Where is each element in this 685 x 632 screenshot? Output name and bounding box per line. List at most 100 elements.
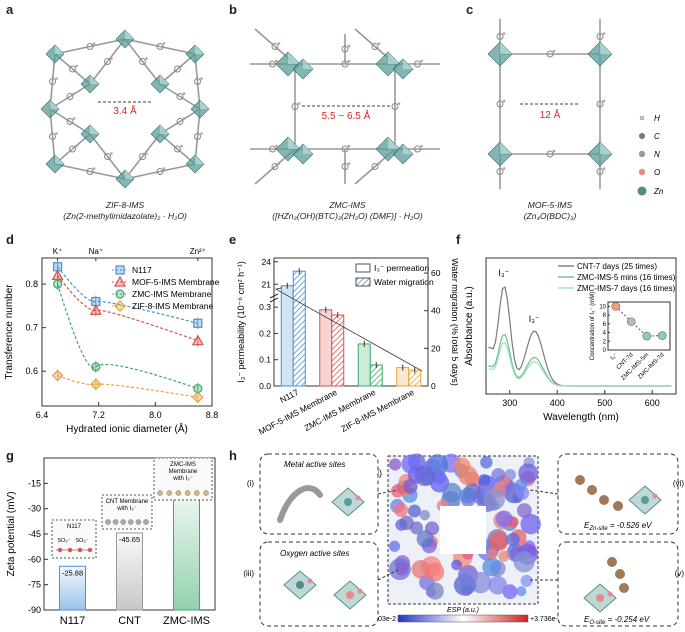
oxygen-atom [347, 162, 351, 165]
zn-polyhedron-facet [125, 170, 134, 179]
ion-label: Zn²⁺ [190, 247, 206, 256]
zn-polyhedron-facet [500, 42, 512, 54]
esp-surface-blob [425, 562, 445, 582]
esp-colorbar [397, 614, 529, 623]
linker-ring [371, 43, 379, 50]
zn-polyhedron-facet [500, 142, 512, 154]
zn-site-energy: EZn-site = -0.526 eV [584, 521, 652, 532]
organic-linker [89, 133, 126, 180]
esp-surface-blob [491, 468, 506, 482]
bar-permeation [280, 285, 294, 387]
legend-h: H [654, 114, 660, 123]
series-line [57, 374, 198, 398]
linker-ring [546, 150, 554, 158]
x-axis-label: Hydrated ionic diameter (Å) [66, 422, 188, 435]
oxygen-atom [357, 588, 363, 594]
esp-surface-blob [388, 540, 401, 552]
label-v: (v) [675, 569, 685, 578]
x-category-label: ZMC-IMS [163, 615, 210, 627]
linker-ring [291, 103, 299, 110]
plot-frame [485, 257, 677, 395]
oxygen-atom [502, 99, 506, 103]
y-tick-label: 0.0 [259, 381, 271, 391]
chart-g-zeta: -15 -30 -45 -60 -75 -90 Zeta potential (mV) -25… [6, 457, 216, 627]
data-point [51, 369, 64, 382]
esp-surface-blob [516, 586, 527, 597]
box-o-site [557, 541, 679, 627]
linker-ring [104, 153, 111, 160]
iodine-atom [619, 583, 629, 593]
zn-polyhedron-facet [160, 75, 169, 84]
oxygen-atom [420, 59, 423, 63]
legend-label: ZMC-IMS-5 mins (16 times) [577, 273, 676, 282]
axis-break [269, 293, 279, 299]
inset-point [657, 331, 667, 340]
membrane-particle [135, 519, 142, 525]
annotation-text: CNT Membrane [106, 499, 149, 505]
oxygen-atom [145, 57, 148, 60]
bar-permeation [357, 343, 371, 387]
oxygen-atom [182, 117, 186, 120]
inset-y-tick-label: 8 [603, 313, 607, 319]
sulfonate-dot [77, 547, 83, 553]
linker-ring [596, 168, 604, 175]
esp-surface-blob [506, 532, 520, 547]
inset-y-tick-label: 2 [603, 339, 607, 345]
zeta-bar [173, 483, 200, 611]
esp-surface-blob [393, 502, 409, 517]
axis-break [269, 297, 279, 303]
organic-linker [49, 108, 56, 165]
oxygen-atom [420, 144, 423, 148]
oxygen-atom [307, 578, 313, 584]
label-i: (i) [247, 479, 254, 488]
box-oxygen-sites [259, 541, 379, 627]
legend-label: Water migration [374, 277, 434, 287]
pore-size-label: 3.4 Å [113, 104, 137, 117]
esp-surface-blob [477, 474, 491, 487]
data-point [89, 303, 102, 315]
esp-surface-blob [469, 571, 492, 594]
linker-ring [271, 43, 279, 50]
iodine-atom [599, 495, 609, 505]
esp-surface-blob [414, 465, 436, 487]
esp-surface-blob [442, 482, 462, 503]
pore-void [440, 506, 486, 554]
y-tick-label: -90 [28, 605, 41, 615]
zeta-bar [116, 532, 143, 611]
zn-polyhedron-facet [403, 59, 413, 69]
annotation-text: Membrane [169, 469, 198, 475]
metal-sites-title: Metal active sites [284, 460, 345, 469]
connector-line [377, 489, 399, 495]
x-category-label: N117 [278, 387, 300, 405]
oxygen-atom [110, 152, 113, 155]
ion-label: K⁺ [53, 247, 63, 256]
legend-zn: Zn [653, 187, 664, 196]
zn-polyhedron-facet [388, 137, 400, 149]
panel-h-esp: (ii)ESP (a.u.)-2.403e-2+3.736e-1(i)(iii)… [243, 453, 685, 627]
esp-surface-blob [391, 484, 405, 498]
y-tick-label: -45 [28, 529, 41, 539]
oxygen-atom [180, 144, 183, 148]
y-axis-label: Absorbance (a.u.) [464, 286, 475, 366]
zn-polyhedron-facet [90, 75, 99, 84]
panel-label-e: e [229, 232, 237, 247]
annotation-text: with I₃⁻ [172, 476, 193, 482]
caption-b: ZMC-IMS ([HZn₃(OH)(BTC)₂(2H₂O) (DMF)] · … [230, 200, 465, 222]
organic-linker [124, 163, 196, 180]
data-point [191, 334, 204, 346]
zn-polyhedron-facet [403, 144, 413, 154]
oxygen-atom [92, 42, 96, 45]
oxygen-sites-title: Oxygen active sites [280, 549, 349, 558]
linker-ring [496, 100, 504, 108]
oxygen-atom [347, 44, 351, 48]
esp-surface-blob [411, 559, 431, 579]
x-tick-label: 400 [550, 398, 565, 408]
o-site-energy: EO-site = -0.254 eV [584, 615, 650, 626]
esp-surface-blob [408, 504, 422, 518]
linker-ring [69, 65, 76, 73]
data-point [191, 391, 204, 404]
pointer-arrow [274, 287, 423, 372]
linker-ring [341, 45, 349, 53]
caption-a-title: ZIF-8-IMS [105, 200, 145, 210]
active-atom [641, 496, 649, 504]
